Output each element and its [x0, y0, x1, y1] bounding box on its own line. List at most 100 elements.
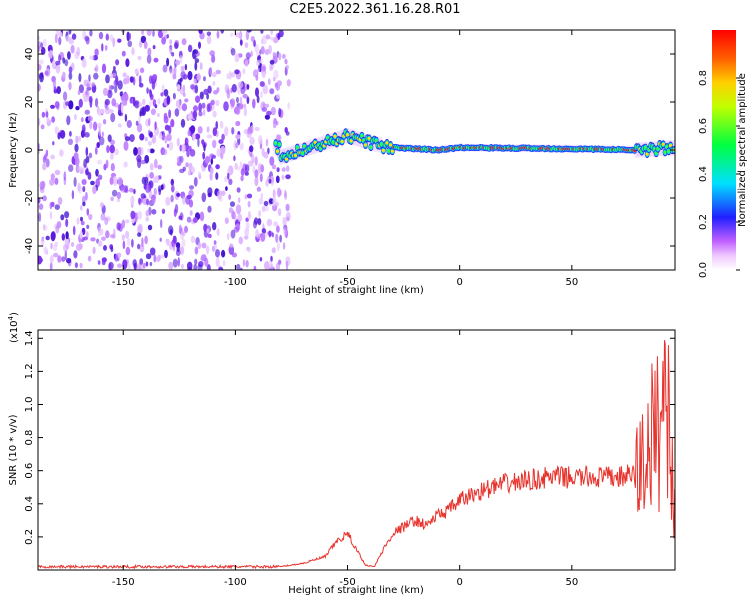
noise-blob — [89, 55, 95, 60]
noise-blob — [42, 38, 47, 47]
noise-blob — [144, 176, 149, 186]
noise-blob — [259, 257, 263, 262]
noise-blob — [255, 59, 261, 67]
noise-blob — [244, 194, 248, 200]
noise-blob — [206, 228, 210, 234]
noise-blob — [286, 79, 291, 87]
noise-blob — [176, 161, 182, 167]
noise-blob — [140, 193, 146, 199]
noise-blob — [201, 242, 207, 249]
noise-blob — [168, 141, 174, 151]
noise-blob — [213, 240, 217, 245]
noise-blob — [179, 212, 184, 221]
noise-blob — [246, 193, 253, 199]
noise-blob — [228, 194, 232, 200]
noise-blob — [206, 264, 211, 270]
noise-blob — [127, 263, 131, 270]
noise-blob — [89, 121, 93, 130]
snr-y-exponent-base: (x10 — [9, 320, 20, 343]
noise-blob — [154, 121, 157, 130]
noise-blob — [144, 137, 148, 142]
noise-blob — [106, 145, 110, 154]
noise-blob — [264, 114, 270, 120]
noise-blob — [86, 83, 90, 88]
noise-blob — [50, 104, 55, 109]
noise-blob — [207, 233, 212, 239]
y-tick-label: 1.0 — [24, 397, 35, 413]
noise-blob — [262, 65, 266, 72]
noise-blob — [192, 110, 198, 119]
noise-blob — [149, 100, 152, 108]
noise-blob — [151, 209, 157, 215]
noise-blob — [138, 197, 141, 204]
noise-blob — [220, 190, 226, 196]
noise-blob — [260, 232, 266, 242]
noise-blob — [242, 259, 246, 267]
noise-blob — [225, 186, 228, 191]
noise-blob — [255, 74, 259, 81]
x-tick-label: 50 — [565, 277, 578, 288]
spectrogram-ticks: -150 -100 -50 0 50 -40 -20 0 20 40 — [24, 30, 675, 288]
noise-blob — [197, 126, 203, 134]
noise-blob — [236, 96, 239, 104]
noise-blob — [276, 134, 282, 141]
noise-blob — [59, 130, 66, 139]
noise-blob — [151, 134, 157, 144]
noise-blob — [77, 90, 81, 96]
noise-blob — [257, 218, 262, 226]
noise-blob — [222, 259, 226, 267]
noise-blob — [123, 161, 128, 168]
noise-blob — [269, 88, 275, 95]
noise-blob — [239, 142, 244, 151]
noise-blob — [260, 192, 264, 200]
noise-blob — [230, 32, 234, 37]
noise-blob — [42, 155, 47, 164]
noise-blob — [152, 30, 155, 37]
noise-blob — [157, 185, 162, 193]
noise-blob — [215, 121, 218, 130]
noise-blob — [244, 42, 249, 48]
noise-blob — [190, 125, 196, 134]
noise-blob — [194, 133, 201, 140]
noise-blob — [276, 93, 281, 100]
noise-blob — [38, 203, 44, 210]
noise-blob — [90, 180, 95, 186]
noise-blob — [101, 131, 105, 138]
noise-blob — [59, 149, 64, 157]
noise-blob — [42, 162, 47, 171]
noise-blob — [171, 52, 175, 57]
noise-blob — [231, 127, 235, 135]
noise-blob — [90, 237, 96, 242]
noise-blob — [239, 103, 244, 110]
noise-blob — [212, 127, 217, 137]
noise-blob — [215, 99, 220, 107]
noise-blob — [111, 98, 116, 107]
noise-blob — [138, 40, 143, 48]
y-tick-label: 0.6 — [24, 463, 35, 479]
noise-blob — [153, 57, 159, 63]
noise-blob — [209, 171, 213, 181]
noise-blob — [41, 180, 46, 189]
noise-blob — [122, 72, 127, 78]
noise-blob — [182, 74, 188, 80]
noise-blob — [162, 148, 168, 156]
noise-blob — [143, 183, 147, 190]
noise-blob — [83, 158, 87, 168]
noise-blob — [108, 109, 114, 114]
noise-blob — [134, 100, 140, 109]
noise-blob — [50, 173, 55, 181]
y-tick-label: 0.8 — [24, 430, 35, 446]
noise-blob — [194, 246, 199, 255]
noise-blob — [42, 224, 48, 231]
noise-blob — [166, 95, 171, 105]
noise-blob — [236, 263, 241, 270]
noise-blob — [109, 73, 114, 79]
noise-blob — [184, 98, 189, 103]
noise-blob — [147, 47, 152, 57]
noise-blob — [88, 152, 93, 159]
colorbar-tick-label: 0.4 — [698, 166, 709, 182]
noise-blob — [64, 59, 69, 67]
noise-blob — [75, 164, 80, 174]
noise-blob — [278, 52, 282, 61]
noise-blob — [168, 261, 174, 270]
